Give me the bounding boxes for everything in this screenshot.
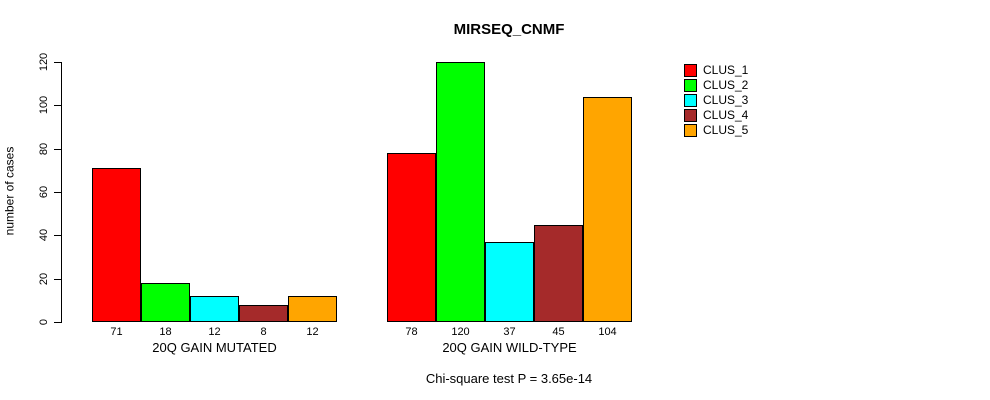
bar-value-label: 8	[260, 326, 267, 338]
bar-clus_3-group1	[190, 296, 239, 322]
y-axis-tick-label-text: 80	[38, 142, 50, 155]
bar-value-label: 120	[451, 326, 470, 338]
legend-label: CLUS_5	[703, 123, 749, 137]
bar-clus_2-group1	[141, 283, 190, 322]
bar-clus_4-group2	[534, 224, 583, 322]
legend-label: CLUS_2	[703, 78, 749, 92]
legend-item-clus_3: CLUS_3	[684, 94, 748, 107]
bar-clus_2-group2	[436, 62, 485, 322]
y-axis-tick-label-text: 0	[38, 318, 50, 326]
y-axis-tick-label-text: 100	[38, 96, 51, 115]
legend-swatch-clus_2	[684, 79, 697, 92]
bar-value-label: 71	[110, 326, 123, 338]
chi-square-caption: Chi-square test P = 3.65e-14	[425, 371, 593, 386]
legend-swatch-clus_5	[684, 124, 697, 137]
bar-value-label: 12	[208, 326, 221, 338]
y-axis-label-text: number of cases	[2, 146, 16, 236]
y-axis-tick	[54, 149, 61, 150]
legend-item-clus_4: CLUS_4	[684, 109, 748, 122]
bar-value-label: 37	[503, 326, 516, 338]
x-group-label-mutated: 20Q GAIN MUTATED	[152, 340, 277, 355]
legend-item-clus_2: CLUS_2	[684, 79, 748, 92]
bar-clus_5-group1	[288, 296, 337, 322]
y-axis-tick-label-text: 60	[38, 185, 50, 199]
legend-label: CLUS_3	[703, 93, 749, 107]
bar-clus_1-group1	[92, 168, 141, 322]
legend-label: CLUS_4	[703, 108, 749, 122]
y-axis-tick-label-text: 20	[38, 272, 50, 285]
chart-title: MIRSEQ_CNMF	[453, 21, 565, 38]
legend-swatch-clus_1	[684, 64, 697, 77]
y-axis-tick-label-text: 120	[38, 52, 51, 72]
bar-value-label: 104	[598, 326, 617, 338]
bar-clus_3-group2	[485, 241, 534, 322]
y-axis-tick	[54, 105, 61, 106]
y-axis-tick	[54, 192, 61, 193]
bar-clus_1-group2	[387, 153, 436, 322]
bar-value-label: 18	[159, 326, 172, 338]
y-axis-tick	[54, 62, 61, 63]
legend-swatch-clus_3	[684, 94, 697, 107]
y-axis-tick	[54, 235, 61, 236]
y-axis-tick	[54, 279, 61, 280]
y-axis-tick-label-text: 40	[38, 229, 50, 242]
legend-swatch-clus_4	[684, 109, 697, 122]
bar-clus_5-group2	[583, 96, 632, 322]
legend-item-clus_5: CLUS_5	[684, 124, 748, 137]
bar-value-label: 45	[552, 326, 565, 338]
y-axis-line	[61, 62, 62, 323]
bar-clus_4-group1	[239, 304, 288, 322]
y-axis-tick	[54, 322, 61, 323]
bar-value-label: 78	[405, 326, 418, 338]
x-group-label-wild-type: 20Q GAIN WILD-TYPE	[442, 340, 577, 355]
legend-item-clus_1: CLUS_1	[684, 64, 748, 77]
bar-value-label: 12	[306, 326, 319, 338]
legend-label: CLUS_1	[703, 63, 749, 77]
